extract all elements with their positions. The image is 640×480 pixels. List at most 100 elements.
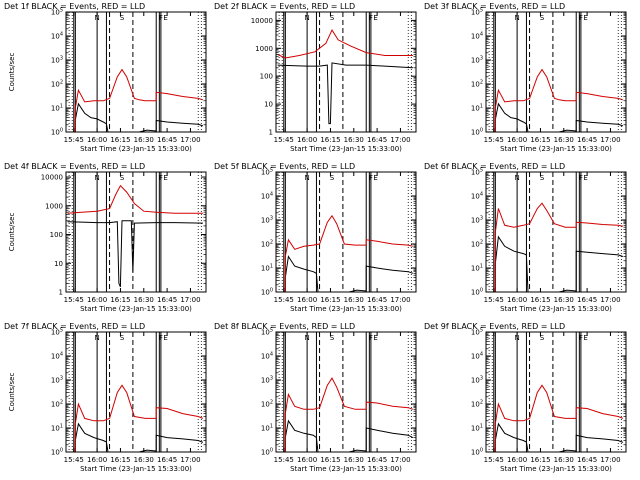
x-tick-label: 16:00: [297, 296, 317, 304]
marker-label: S: [330, 174, 335, 182]
panel-title: Det 7f BLACK = Events, RED = LLD: [4, 322, 145, 331]
plot-frame: [275, 171, 417, 293]
x-tick-label: 15:45: [274, 456, 294, 464]
panel-title: Det 1f BLACK = Events, RED = LLD: [4, 2, 145, 11]
panel-6f: Det 6f BLACK = Events, RED = LLD N S F E 15:4…: [424, 162, 627, 313]
marker-label: S: [540, 174, 545, 182]
marker-label: N: [94, 334, 99, 342]
x-tick-label: 16:00: [507, 296, 527, 304]
x-tick-label: 15:45: [274, 296, 294, 304]
x-tick-label: 15:45: [484, 296, 504, 304]
marker-label: F: [579, 334, 583, 342]
y-tick-label: 104: [51, 352, 63, 361]
x-tick-label: 16:15: [530, 296, 550, 304]
series-line-events: [487, 235, 624, 292]
x-tick-label: 16:15: [530, 456, 550, 464]
marker-label: E: [373, 334, 377, 342]
marker-label: E: [373, 14, 377, 22]
series-line-lld: [487, 68, 624, 132]
series-line-events: [67, 102, 204, 132]
y-tick-label: 100: [471, 448, 483, 457]
y-tick-label: 103: [51, 56, 63, 65]
marker-label: N: [304, 174, 309, 182]
panel-8f: Det 8f BLACK = Events, RED = LLD N S F E 15:4…: [214, 322, 417, 473]
y-tick-label: 102: [261, 400, 273, 409]
marker-label: E: [163, 14, 167, 22]
x-tick-label: 16:00: [87, 136, 107, 144]
marker-label: N: [94, 174, 99, 182]
y-tick-label: 104: [261, 352, 273, 361]
marker-label: S: [540, 14, 545, 22]
y-tick-label: 105: [51, 8, 63, 17]
series-line-lld: [277, 214, 414, 292]
marker-label: N: [94, 14, 99, 22]
x-tick-label: 15:45: [484, 136, 504, 144]
x-tick-label: 17:00: [600, 136, 620, 144]
y-tick-label: 103: [471, 376, 483, 385]
marker-label: E: [583, 174, 587, 182]
plot-frame: [485, 171, 627, 293]
x-tick-label: 16:15: [320, 456, 340, 464]
x-tick-label: 15:45: [64, 456, 84, 464]
x-tick-label: 16:30: [344, 136, 364, 144]
x-tick-label: 17:00: [180, 296, 200, 304]
plot-frame: [485, 331, 627, 453]
y-tick-label: 102: [471, 400, 483, 409]
marker-label: F: [369, 174, 373, 182]
panel-7f: Det 7f BLACK = Events, RED = LLD N S F E 15:4…: [4, 322, 207, 473]
panel-title: Det 6f BLACK = Events, RED = LLD: [424, 162, 565, 171]
marker-label: F: [579, 14, 583, 22]
series-line-events: [277, 62, 413, 125]
y-tick-label: 103: [51, 376, 63, 385]
marker-label: S: [330, 334, 335, 342]
series-line-events: [487, 422, 624, 452]
y-tick-label: 102: [471, 80, 483, 89]
panel-4f: Det 4f BLACK = Events, RED = LLD N S F E 15:4…: [4, 162, 207, 313]
x-tick-label: 16:45: [367, 136, 387, 144]
y-tick-label: 101: [471, 264, 483, 273]
y-tick-label: 10: [264, 101, 273, 109]
y-tick-label: 105: [261, 168, 273, 177]
series-line-events: [277, 255, 414, 292]
y-tick-label: 104: [471, 32, 483, 41]
x-tick-label: 16:30: [134, 456, 154, 464]
y-tick-label: 102: [51, 400, 63, 409]
y-tick-label: 1: [59, 289, 63, 297]
y-axis-label: Counts/sec: [8, 53, 16, 92]
plot-frame: [485, 11, 627, 133]
x-tick-label: 16:15: [110, 296, 130, 304]
y-tick-label: 101: [471, 424, 483, 433]
x-axis-label: Start Time (23-Jan-15 15:33:00): [80, 465, 192, 473]
x-tick-label: 16:15: [110, 136, 130, 144]
y-tick-label: 1: [269, 129, 273, 137]
marker-label: N: [514, 14, 519, 22]
y-tick-label: 103: [471, 56, 483, 65]
series-line-lld: [277, 377, 414, 452]
panel-title: Det 4f BLACK = Events, RED = LLD: [4, 162, 145, 171]
y-axis-label: Counts/sec: [8, 373, 16, 412]
x-tick-label: 16:30: [554, 296, 574, 304]
marker-label: N: [514, 334, 519, 342]
x-tick-label: 17:00: [390, 136, 410, 144]
x-tick-label: 16:45: [157, 296, 177, 304]
y-tick-label: 102: [471, 240, 483, 249]
panel-1f: Det 1f BLACK = Events, RED = LLD N S F E 15:4…: [4, 2, 207, 153]
panel-3f: Det 3f BLACK = Events, RED = LLD N S F E 15:4…: [424, 2, 627, 153]
x-tick-label: 16:15: [110, 456, 130, 464]
x-tick-label: 16:00: [87, 456, 107, 464]
x-tick-label: 16:30: [344, 296, 364, 304]
marker-label: F: [369, 334, 373, 342]
y-tick-label: 1000: [255, 45, 273, 53]
marker-label: E: [583, 334, 587, 342]
series-line-lld: [67, 68, 204, 132]
marker-label: S: [330, 14, 335, 22]
y-tick-label: 101: [51, 104, 63, 113]
y-tick-label: 105: [471, 328, 483, 337]
panel-title: Det 3f BLACK = Events, RED = LLD: [424, 2, 565, 11]
y-axis-label: Counts/sec: [8, 213, 16, 252]
y-tick-label: 105: [471, 8, 483, 17]
plot-frame: [65, 11, 207, 133]
y-tick-label: 102: [51, 80, 63, 89]
x-tick-label: 15:45: [64, 296, 84, 304]
